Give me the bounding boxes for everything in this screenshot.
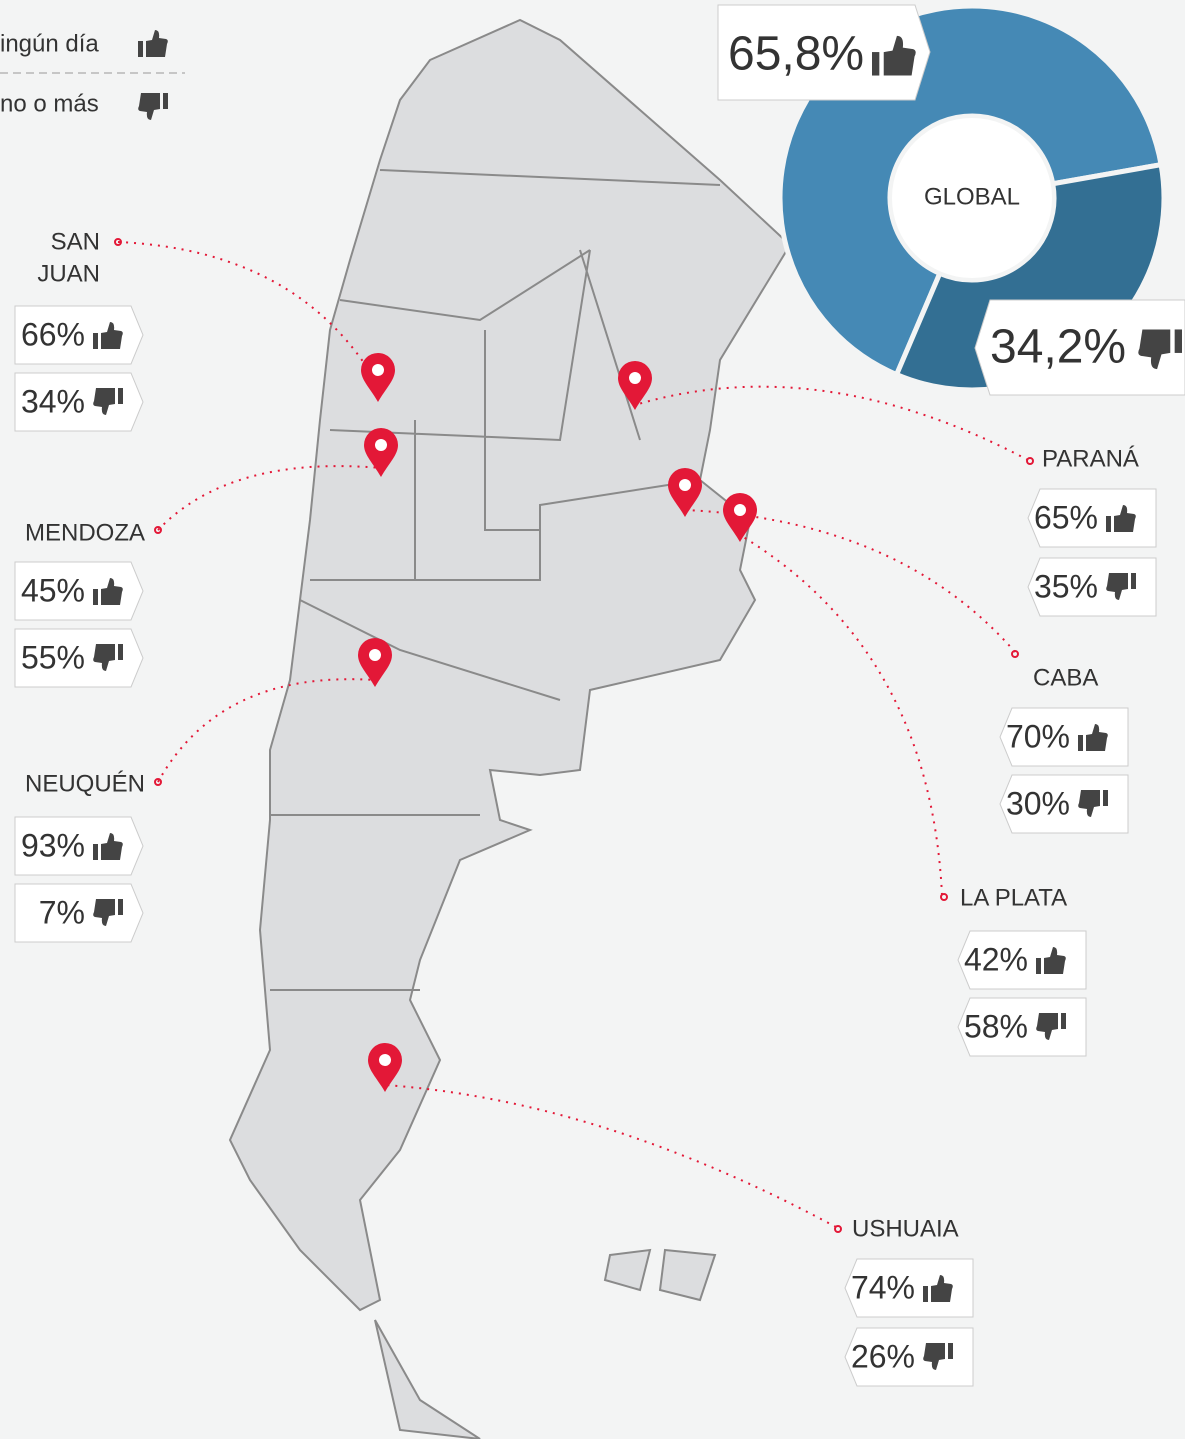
- city-name: MENDOZA: [25, 519, 145, 546]
- leader-dot: [834, 1225, 842, 1233]
- value-box: [999, 774, 1129, 834]
- leader-dot: [154, 778, 162, 786]
- pin-hole: [375, 439, 387, 451]
- global-negative-label: 34,2%: [990, 321, 1126, 374]
- donut-center-label: GLOBAL: [924, 183, 1020, 210]
- location-pin: [361, 353, 395, 402]
- thumb-up-icon: [138, 30, 168, 57]
- city-negative-value: 30%: [1006, 785, 1070, 821]
- global-negative-box: [974, 299, 1185, 396]
- pin-hole: [379, 1054, 391, 1066]
- legend-positive: ingún día: [0, 30, 99, 57]
- thumb-down-icon: [138, 93, 168, 120]
- pins: [358, 353, 757, 1092]
- value-box: [14, 628, 144, 688]
- legend-negative: no o más: [0, 90, 99, 117]
- cities: SAN JUAN 66% 34% MENDOZA 45% 55% NEUQUÉN 93% 7% PA…: [14, 228, 1157, 1387]
- global-positive-box: [717, 4, 931, 101]
- city-name: SAN: [51, 228, 100, 255]
- value-box: [999, 707, 1129, 767]
- city-name: USHUAIA: [852, 1215, 959, 1242]
- city-negative-value: 26%: [851, 1338, 915, 1374]
- location-pin: [618, 361, 652, 410]
- map: [228, 18, 792, 1439]
- city-positive-value: 74%: [851, 1269, 915, 1305]
- leader-dot: [154, 526, 162, 534]
- city-positive-value: 66%: [21, 316, 85, 352]
- city-positive-value: 65%: [1034, 499, 1098, 535]
- city-negative-value: 58%: [964, 1008, 1028, 1044]
- value-box: [844, 1327, 974, 1387]
- value-box: [14, 372, 144, 432]
- value-box: [14, 561, 144, 621]
- city-positive-value: 93%: [21, 827, 85, 863]
- city-negative-value: 7%: [39, 894, 85, 930]
- city-positive-value: 42%: [964, 941, 1028, 977]
- city-name: CABA: [1033, 664, 1098, 691]
- city-negative-value: 55%: [21, 639, 85, 675]
- city-name: PARANÁ: [1042, 445, 1139, 472]
- donut-center: [892, 118, 1052, 278]
- pin-hole: [369, 649, 381, 661]
- leader-dot: [940, 893, 948, 901]
- city-name: NEUQUÉN: [25, 770, 145, 797]
- value-box: [957, 997, 1087, 1057]
- location-pin: [668, 468, 702, 517]
- legend: ingún día no o más: [0, 30, 185, 120]
- city-name: LA PLATA: [960, 884, 1067, 911]
- value-box: [844, 1258, 974, 1318]
- location-pin: [364, 428, 398, 477]
- global-positive-label: 65,8%: [728, 28, 864, 81]
- leader-dot: [1026, 457, 1034, 465]
- donut-chart: GLOBAL 65,8% 34,2%: [717, 3, 1185, 396]
- leader-dot: [1011, 650, 1019, 658]
- value-box: [14, 816, 144, 876]
- city-positive-value: 70%: [1006, 718, 1070, 754]
- pin-hole: [734, 504, 746, 516]
- location-pin: [723, 493, 757, 542]
- location-pin: [368, 1043, 402, 1092]
- city-negative-value: 35%: [1034, 568, 1098, 604]
- city-positive-value: 45%: [21, 572, 85, 608]
- value-box: [957, 930, 1087, 990]
- leader-dot: [114, 238, 122, 246]
- value-box: [14, 883, 144, 943]
- pin-hole: [679, 479, 691, 491]
- value-box: [1027, 488, 1157, 548]
- location-pin: [358, 638, 392, 687]
- city-negative-value: 34%: [21, 383, 85, 419]
- pin-hole: [372, 364, 384, 376]
- pin-hole: [629, 372, 641, 384]
- value-box: [14, 305, 144, 365]
- city-name: JUAN: [37, 260, 100, 287]
- value-box: [1027, 557, 1157, 617]
